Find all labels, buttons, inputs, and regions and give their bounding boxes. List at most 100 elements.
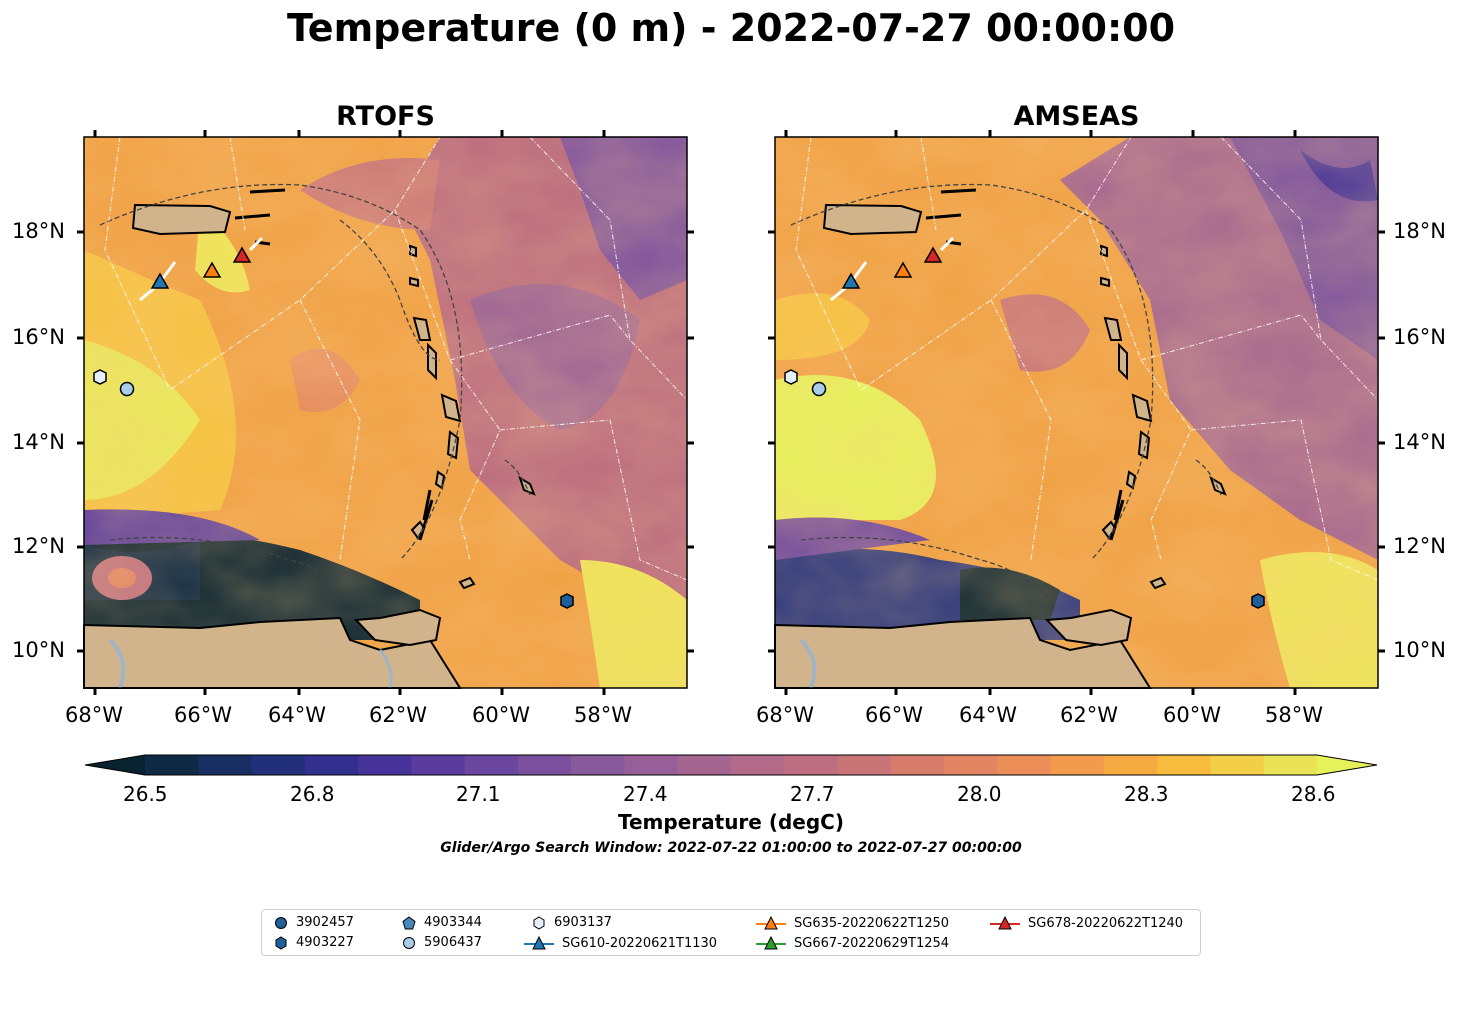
lon-tick-label: 66°W: [174, 703, 232, 727]
lat-tick-label: 16°N: [1393, 325, 1446, 349]
sg610-marker[interactable]: [150, 272, 170, 289]
colorbar-tick-label: 26.5: [123, 782, 168, 806]
colorbar-cell: [251, 755, 306, 775]
lon-tick-label: 60°W: [472, 703, 530, 727]
lon-tick-label: 58°W: [1265, 703, 1323, 727]
legend-label: SG635-20220622T1250: [794, 915, 950, 931]
legend-label: SG610-20220621T1130: [562, 935, 718, 951]
lat-tick-label: 14°N: [1393, 430, 1446, 454]
search-window-text: Glider/Argo Search Window: 2022-07-22 01…: [440, 840, 1022, 856]
colorbar-tick-label: 28.0: [957, 782, 1002, 806]
map-canvas: [77, 130, 1385, 695]
legend: 3902457 4903227 4903344 5906437 6903137 …: [261, 909, 1201, 956]
colorbar-extend-max: [1317, 755, 1377, 775]
circle-marker-icon: [403, 936, 415, 949]
argo-6903137-marker[interactable]: [93, 369, 107, 385]
lon-tick-label: 62°W: [1060, 703, 1118, 727]
sg678-marker[interactable]: [923, 246, 943, 263]
legend-label: 3902457: [296, 915, 354, 930]
triangle-line-marker-icon: [524, 935, 554, 950]
lon-tick-label: 62°W: [369, 703, 427, 727]
colorbar-extend-min: [85, 755, 145, 775]
legend-item[interactable]: 5906437: [402, 935, 482, 950]
colorbar-cell: [837, 755, 892, 775]
colorbar-cell: [1050, 755, 1105, 775]
colorbar-tick-label: 28.3: [1124, 782, 1169, 806]
legend-item[interactable]: SG635-20220622T1250: [756, 915, 949, 931]
lon-tick-label: 64°W: [268, 703, 326, 727]
colorbar-cell: [624, 755, 679, 775]
legend-item[interactable]: SG667-20220629T1254: [756, 935, 949, 951]
lon-tick-label: 68°W: [65, 703, 123, 727]
lat-tick-label: 10°N: [12, 638, 65, 662]
colorbar-cell: [517, 755, 572, 775]
colorbar-label: Temperature (degC): [618, 810, 844, 834]
hexagon-marker-icon: [275, 935, 287, 950]
lon-tick-label: 64°W: [959, 703, 1017, 727]
sg635-marker[interactable]: [202, 261, 222, 278]
colorbar-tick-label: 27.1: [456, 782, 501, 806]
colorbar-cell: [997, 755, 1052, 775]
colorbar-cell: [784, 755, 839, 775]
colorbar-cell: [1103, 755, 1158, 775]
legend-item[interactable]: SG678-20220622T1240: [990, 915, 1183, 931]
legend-item[interactable]: 4903227: [274, 935, 354, 950]
legend-label: SG667-20220629T1254: [794, 935, 950, 951]
colorbar-cell: [571, 755, 626, 775]
colorbar-cell: [464, 755, 519, 775]
pentagon-marker-icon: [402, 915, 416, 929]
legend-label: 5906437: [424, 935, 482, 950]
colorbar-cell: [145, 755, 199, 775]
colorbar-cell: [677, 755, 732, 775]
colorbar-tick-label: 27.4: [623, 782, 668, 806]
triangle-line-marker-icon: [990, 915, 1020, 930]
panel-title-amseas: AMSEAS: [1013, 101, 1140, 132]
rtofs-markers: [93, 246, 574, 609]
argo-4903227-marker[interactable]: [560, 593, 574, 609]
legend-item[interactable]: 4903344: [402, 915, 482, 930]
lat-tick-label: 14°N: [12, 430, 65, 454]
sg610-marker[interactable]: [841, 272, 861, 289]
triangle-line-marker-icon: [756, 915, 786, 930]
lon-tick-label: 58°W: [574, 703, 632, 727]
figure-title: Temperature (0 m) - 2022-07-27 00:00:00: [286, 6, 1176, 50]
hexagon-marker-icon: [533, 915, 545, 930]
sg678-marker[interactable]: [232, 246, 252, 263]
colorbar-cell: [1210, 755, 1265, 775]
colorbar-cell: [1157, 755, 1212, 775]
legend-item[interactable]: 3902457: [274, 915, 354, 930]
lon-tick-label: 66°W: [865, 703, 923, 727]
colorbar-cell: [1263, 755, 1318, 775]
argo-6903137-marker[interactable]: [784, 369, 798, 385]
sg635-marker[interactable]: [893, 261, 913, 278]
colorbar-cell: [411, 755, 466, 775]
colorbar-tick-label: 27.7: [790, 782, 835, 806]
lat-tick-label: 18°N: [12, 219, 65, 243]
legend-item[interactable]: SG610-20220621T1130: [524, 935, 717, 951]
colorbar-cell: [358, 755, 412, 775]
colorbar-cell: [890, 755, 945, 775]
legend-label: 6903137: [554, 915, 612, 930]
colorbar-tick-label: 26.8: [290, 782, 335, 806]
legend-label: SG678-20220622T1240: [1028, 915, 1184, 931]
argo-5906437-marker[interactable]: [811, 381, 827, 397]
amseas-markers: [784, 246, 1265, 609]
colorbar-cell: [731, 755, 785, 775]
axis-ticks: [77, 130, 1385, 695]
colorbar-cell: [944, 755, 998, 775]
map-amseas: [774, 136, 1379, 689]
lat-tick-label: 18°N: [1393, 219, 1446, 243]
colorbar-cell: [304, 755, 359, 775]
map-rtofs: [83, 136, 688, 689]
circle-marker-icon: [275, 916, 287, 929]
colorbar-cell: [198, 755, 253, 775]
lat-tick-label: 12°N: [1393, 534, 1446, 558]
legend-label: 4903344: [424, 915, 482, 930]
lon-tick-label: 60°W: [1163, 703, 1221, 727]
legend-item[interactable]: 6903137: [532, 915, 612, 930]
argo-5906437-marker[interactable]: [119, 381, 135, 397]
triangle-line-marker-icon: [756, 935, 786, 950]
lon-tick-label: 68°W: [756, 703, 814, 727]
panel-title-rtofs: RTOFS: [336, 101, 435, 132]
argo-4903227-marker[interactable]: [1251, 593, 1265, 609]
